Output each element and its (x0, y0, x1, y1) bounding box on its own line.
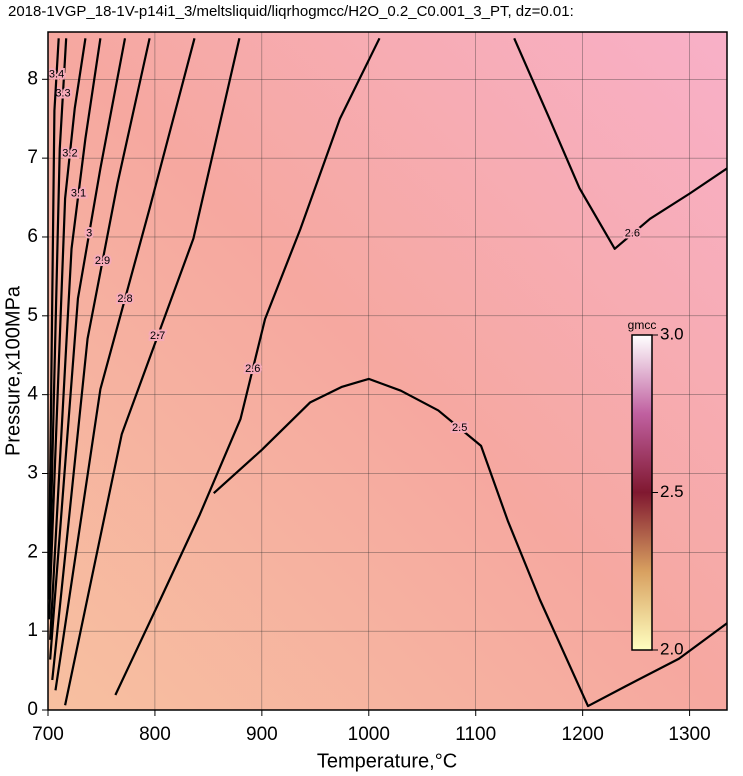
contour-label: 2.6 (625, 228, 640, 240)
contour-label: 3.3 (55, 87, 70, 99)
contour-label: 3.2 (62, 147, 77, 159)
y-tick-label: 3 (27, 463, 38, 484)
x-tick-label: 1200 (562, 724, 604, 745)
plot: 2.5 2.6 2.6 2.7 2.8 2.9 3 3.1 3.2 3.3 3.4 (48, 32, 727, 710)
x-axis-label: Temperature,°C (317, 750, 457, 772)
contour-line (49, 38, 102, 640)
y-tick-label: 0 (27, 699, 38, 720)
y-tick-label: 4 (27, 384, 38, 405)
plot-frame (47, 31, 728, 711)
contour-line (48, 38, 68, 600)
contour-line (51, 38, 151, 681)
y-tick-label: 7 (27, 147, 38, 168)
contour-line (513, 37, 727, 250)
y-tick-label: 8 (27, 68, 38, 89)
colorbar-label: gmcc (628, 318, 657, 332)
contour-label: 2.8 (117, 293, 132, 305)
x-tick-label: 1000 (348, 724, 390, 745)
plot-area (48, 32, 727, 710)
contour-line (114, 37, 381, 696)
contour-line (48, 38, 60, 576)
x-tick-label: 700 (32, 724, 64, 745)
y-tick-label: 1 (27, 620, 38, 641)
contour-label: 3.1 (71, 188, 86, 200)
y-tick-label: 5 (27, 305, 38, 326)
x-tick-label: 1100 (455, 724, 496, 745)
contour-label: 3.4 (49, 68, 64, 80)
y-axis-label: Pressure,x100MPa (2, 285, 24, 456)
colorbar-tick-label: 3.0 (660, 324, 684, 343)
contour-line (49, 38, 127, 660)
contour-label: 2.7 (150, 330, 165, 342)
chart-title: 2018-1VGP_18-1V-p14i1_3/meltsliquid/liqr… (8, 3, 574, 20)
contour-line (54, 38, 196, 691)
contour-label: 3 (86, 227, 92, 239)
colorbar (631, 334, 653, 651)
contour-label: 2.5 (452, 422, 467, 434)
y-tick-label: 2 (27, 541, 38, 562)
contour-line (64, 38, 241, 706)
x-tick-label: 900 (246, 724, 278, 745)
x-tick-label: 800 (139, 724, 171, 745)
contour-label: 2.9 (95, 255, 110, 267)
colorbar-tick-label: 2.5 (660, 482, 684, 501)
y-tick-label: 6 (27, 226, 38, 247)
contour-label: 2.6 (245, 363, 260, 375)
colorbar-tick-label: 2.0 (660, 639, 684, 658)
contour-line (213, 377, 727, 708)
x-tick-label: 1300 (668, 724, 710, 745)
contour-line (48, 38, 87, 620)
